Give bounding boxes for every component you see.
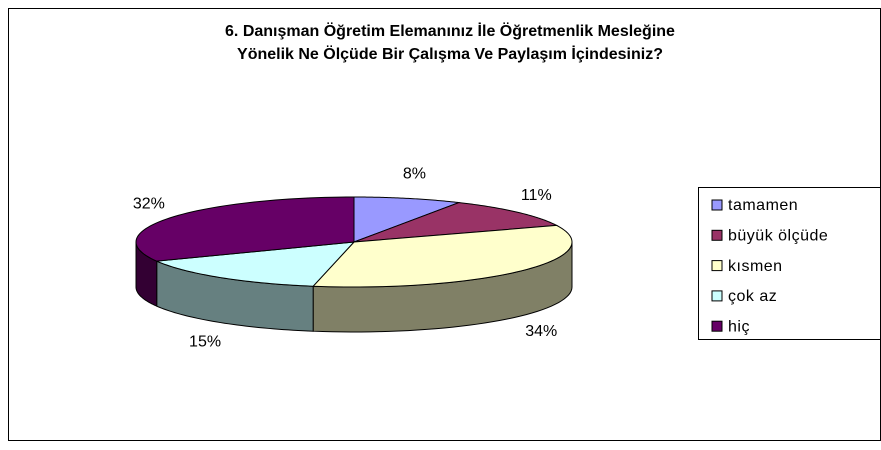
- pie-slice: [135, 196, 355, 262]
- legend-swatch: [711, 260, 723, 272]
- legend-label: tamamen: [728, 197, 798, 214]
- data-label: 34%: [525, 323, 557, 340]
- chart-title: 6. Danışman Öğretim Elemanınız İle Öğret…: [225, 21, 675, 40]
- legend-swatch: [711, 199, 723, 211]
- legend: [698, 187, 881, 340]
- legend-label: büyük ölçüde: [728, 228, 828, 245]
- data-label: 15%: [189, 334, 221, 351]
- legend-swatch: [711, 320, 723, 332]
- pie-slice: [156, 241, 356, 287]
- legend-label: hiç: [728, 318, 750, 335]
- data-label: 8%: [403, 165, 426, 182]
- data-label: 32%: [133, 196, 165, 213]
- legend-label: kısmen: [728, 258, 783, 275]
- pie-slice: [312, 224, 573, 288]
- legend-label: çok az: [728, 288, 777, 305]
- data-label: 11%: [521, 187, 552, 204]
- chart-title: Yönelik Ne Ölçüde Bir Çalışma Ve Paylaşı…: [237, 44, 663, 63]
- pie-slice: [353, 202, 559, 243]
- legend-swatch: [711, 229, 723, 241]
- legend-swatch: [711, 290, 723, 302]
- pie-slice: [353, 196, 460, 243]
